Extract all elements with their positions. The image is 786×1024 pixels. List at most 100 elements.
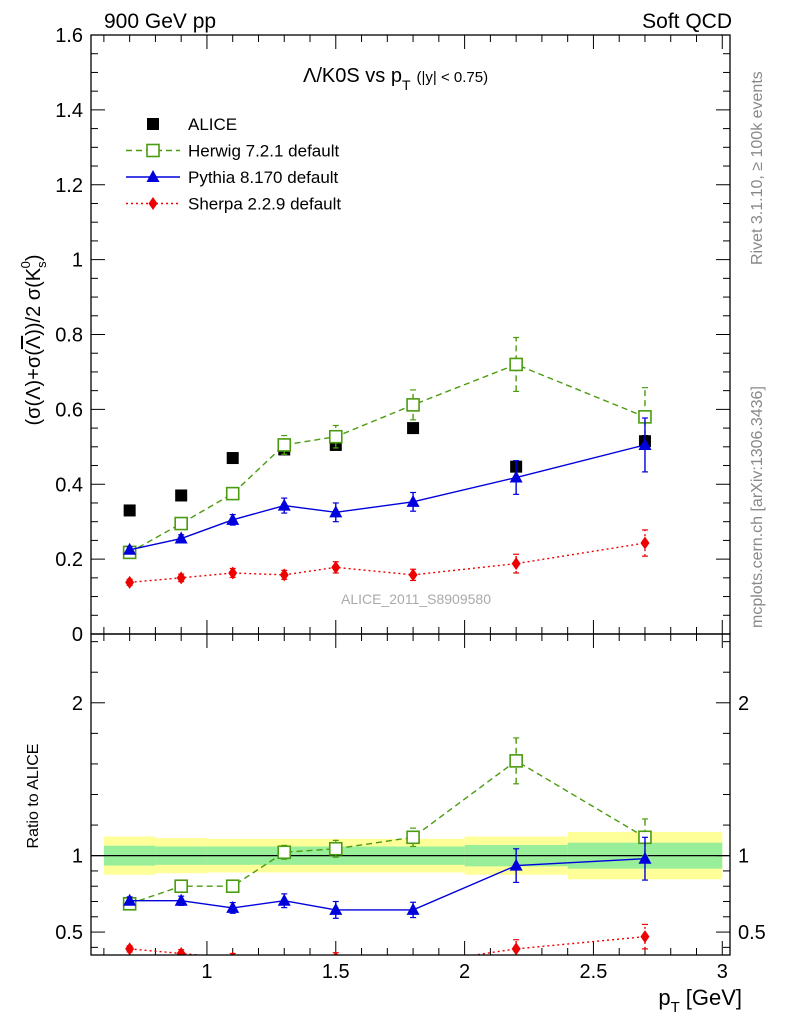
series-herwig-7-2-1-default [122, 737, 652, 911]
series-line-sherpa-2-2-9-default [129, 935, 646, 955]
legend: ALICE Herwig 7.2.1 default Pythia 8.170 de… [126, 115, 341, 214]
data-point-sherpa-2-2-9-default [511, 557, 521, 571]
ratio-ticks: 0.5 0.5 1 1 2 2 1 1.5 2 2.5 3 [55, 634, 766, 983]
data-point-herwig-7-2-1-default [174, 516, 188, 531]
y-tick-label: 1.2 [55, 175, 83, 197]
series-line-pythia-8-170-default [129, 444, 646, 551]
y-axis-label-sub: s [34, 261, 49, 268]
legend-marker-herwig-7-2-1-default [146, 143, 160, 158]
plot-title-sub: T [402, 77, 411, 93]
data-point-alice [226, 452, 239, 465]
legend-label-pythia-8-170-default: Pythia 8.170 default [188, 168, 339, 187]
series-sherpa-2-2-9-default [125, 923, 650, 971]
y-tick-label: 0.4 [55, 474, 83, 496]
data-point-pythia-8-170-default [638, 437, 652, 450]
data-point-herwig-7-2-1-default [328, 841, 343, 856]
data-point-sherpa-2-2-9-default [331, 560, 341, 574]
y-axis-label-close: ) [23, 254, 45, 261]
plot-title-main: Λ/K0S vs p [303, 65, 402, 87]
analysis-id-watermark: ALICE_2011_S8909580 [341, 591, 491, 607]
data-point-herwig-7-2-1-default [406, 398, 420, 412]
data-point-pythia-8-170-default [226, 512, 240, 525]
ratio-panel-frame [90, 633, 731, 956]
legend-marker-alice [147, 118, 159, 130]
data-point-sherpa-2-2-9-default [228, 566, 238, 580]
data-point-herwig-7-2-1-default [277, 438, 292, 452]
x-tick-label: 1 [201, 961, 212, 983]
reference-text: mcplots.cern.ch [arXiv:1306.3436] [749, 386, 766, 628]
y-tick-label-right: 1 [738, 846, 749, 868]
legend-item-pythia-8-170-default: Pythia 8.170 default [126, 168, 339, 187]
data-point-pythia-8-170-default [509, 858, 523, 871]
data-point-pythia-8-170-default [329, 902, 343, 915]
data-point-sherpa-2-2-9-default [125, 575, 135, 589]
data-point-herwig-7-2-1-default [328, 429, 343, 444]
data-point-sherpa-2-2-9-default [125, 942, 135, 955]
series-line-sherpa-2-2-9-default [129, 542, 646, 584]
y-axis-label-text: (σ(Λ)+σ(Λ))/2 σ(Ks0) [18, 254, 49, 425]
series-line-pythia-8-170-default [129, 858, 646, 911]
x-tick-label: 3 [717, 961, 728, 983]
data-point-herwig-7-2-1-default [509, 357, 523, 372]
main-y-axis-label: (σ(Λ)+σ(Λ))/2 σ(Ks0) [18, 254, 49, 425]
data-point-pythia-8-170-default [509, 470, 523, 483]
x-tick-label: 2 [459, 961, 470, 983]
data-point-pythia-8-170-default [277, 893, 291, 906]
series-pythia-8-170-default [123, 417, 652, 555]
series-line-herwig-7-2-1-default [129, 363, 646, 553]
data-point-herwig-7-2-1-default [225, 486, 240, 501]
legend-marker-pythia-8-170-default [146, 170, 160, 182]
data-point-herwig-7-2-1-default [277, 845, 292, 860]
data-point-pythia-8-170-default [277, 498, 291, 511]
data-point-sherpa-2-2-9-default [409, 958, 418, 971]
x-axis-label-sub: T [671, 999, 680, 1016]
main-panel: ALICE_2011_S8909580 0 0.2 0.4 0.6 0.8 1 1.2 1.4… [18, 25, 731, 646]
rivet-version-text: Rivet 3.1.10, ≥ 100k events [749, 71, 766, 265]
main-ticks: 0 0.2 0.4 0.6 0.8 1 1.2 1.4 1.6 [55, 25, 730, 646]
data-point-herwig-7-2-1-default [509, 754, 523, 768]
data-point-herwig-7-2-1-default [406, 830, 420, 845]
series-pythia-8-170-default [123, 836, 652, 919]
data-point-sherpa-2-2-9-default [511, 942, 521, 955]
data-point-pythia-8-170-default [638, 851, 652, 864]
series-sherpa-2-2-9-default [125, 529, 650, 589]
y-tick-label: 0 [72, 624, 83, 646]
y-tick-label: 0.6 [55, 399, 83, 421]
legend-item-sherpa-2-2-9-default: Sherpa 2.2.9 default [126, 195, 341, 214]
legend-label-sherpa-2-2-9-default: Sherpa 2.2.9 default [188, 195, 341, 214]
x-tick-label: 1.5 [322, 961, 350, 983]
y-tick-label: 0.5 [55, 922, 83, 944]
header-left: 900 GeV pp [104, 10, 216, 33]
data-point-sherpa-2-2-9-default [280, 956, 289, 969]
legend-item-alice: ALICE [147, 115, 237, 134]
legend-label-alice: ALICE [188, 115, 237, 134]
x-axis-label-unit: [GeV] [686, 985, 742, 1010]
data-point-pythia-8-170-default [406, 902, 420, 915]
series-herwig-7-2-1-default [122, 336, 652, 560]
plot-title: Λ/K0S vs pT (|y| < 0.75) [303, 65, 488, 93]
data-point-sherpa-2-2-9-default [176, 571, 186, 585]
data-point-pythia-8-170-default [174, 531, 188, 544]
y-axis-label-overline: Λ [23, 335, 45, 349]
data-point-sherpa-2-2-9-default [333, 951, 339, 955]
ratio-y-axis-label: Ratio to ALICE [25, 744, 42, 849]
x-axis-label-p: p [658, 985, 670, 1010]
data-point-sherpa-2-2-9-default [230, 951, 236, 955]
data-point-sherpa-2-2-9-default [279, 568, 289, 582]
plot-title-cut: (|y| < 0.75) [417, 69, 489, 86]
y-tick-label-right: 0.5 [738, 922, 766, 944]
data-point-pythia-8-170-default [329, 505, 343, 518]
x-axis-label: pT [GeV] [658, 985, 742, 1016]
data-point-sherpa-2-2-9-default [408, 568, 418, 582]
data-point-pythia-8-170-default [123, 542, 137, 555]
y-tick-label: 2 [72, 693, 83, 715]
data-point-pythia-8-170-default [226, 900, 240, 913]
data-point-alice [407, 422, 420, 435]
series-alice [123, 422, 651, 517]
y-tick-label: 0.2 [55, 549, 83, 571]
ratio-panel: 0.5 0.5 1 1 2 2 1 1.5 2 2.5 3 Ratio to ALICE pT [Ge… [25, 633, 766, 1016]
header-right: Soft QCD [642, 10, 732, 33]
y-axis-label-sup: 0 [18, 261, 33, 268]
data-point-sherpa-2-2-9-default [176, 946, 186, 955]
